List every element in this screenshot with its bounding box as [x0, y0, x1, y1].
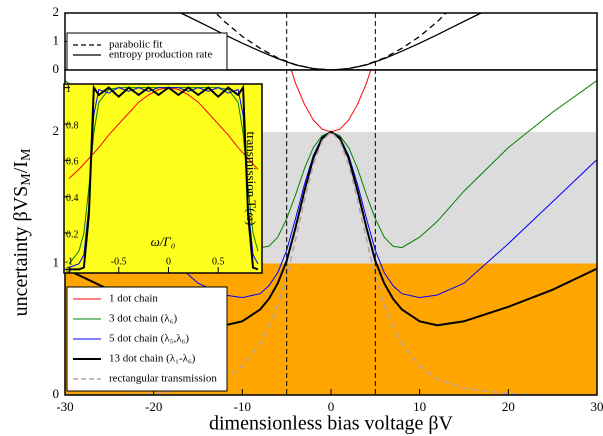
legend-label: entropy production rate [109, 49, 212, 61]
x-tick-label: 10 [413, 399, 426, 414]
y-axis-label-part: M [19, 173, 34, 186]
legend-label: parabolic fit [109, 39, 162, 51]
x-tick-label: -20 [145, 399, 162, 414]
x-tick-label: 30 [591, 399, 603, 414]
legend-label: 3 dot chain (λ₆) [109, 313, 177, 325]
y-tick-label: 1 [66, 84, 71, 95]
x-tick-label: -1 [65, 256, 73, 267]
plot-frame [63, 83, 263, 274]
legend-label: 1 dot chain [109, 293, 158, 305]
series-line [65, 130, 597, 327]
y-axis-label-part: M [19, 148, 34, 161]
series-line [69, 84, 259, 271]
inset-x-label: ω/Γ₀ [151, 234, 176, 249]
x-tick-label: -10 [234, 399, 251, 414]
y-tick-label: 1 [53, 254, 60, 269]
plot-area [68, 84, 259, 271]
y-axis-label-part: /I [10, 161, 32, 173]
x-axis-label: dimensionless bias voltage βV [209, 413, 454, 435]
x-tick-label: 20 [502, 399, 515, 414]
series-line [214, 13, 448, 70]
y-axis-label-part: uncertainty βVS [10, 186, 32, 317]
y-tick-label: 1 [53, 32, 60, 47]
y-tick-label: 0.4 [66, 193, 79, 204]
x-tick-label: 0 [166, 256, 171, 267]
legend-label: 13 dot chain (λ₁-λ₆) [109, 353, 196, 365]
legend-label: rectangular transmission [109, 373, 217, 385]
x-tick-label: -0.5 [111, 256, 127, 267]
y-tick-label: 2 [53, 4, 60, 19]
y-tick-label: 0.2 [66, 229, 79, 240]
x-tick-label: -30 [56, 399, 73, 414]
y-tick-label: 0 [53, 386, 60, 401]
y-axis-label: uncertainty βVSM/IM [10, 148, 35, 316]
y-tick-label: 2 [53, 123, 60, 138]
legend-label: 5 dot chain (λ₅,λ₆) [109, 333, 189, 345]
y-tick-label: 0 [53, 61, 60, 76]
inset-y-label: transmission T(ω) [244, 132, 259, 226]
y-tick-label: 0.8 [66, 120, 79, 131]
series-line [68, 87, 259, 179]
y-tick-label: 0.6 [66, 157, 79, 168]
x-tick-label: 0.5 [212, 256, 225, 267]
x-tick-label: 0 [328, 399, 335, 414]
